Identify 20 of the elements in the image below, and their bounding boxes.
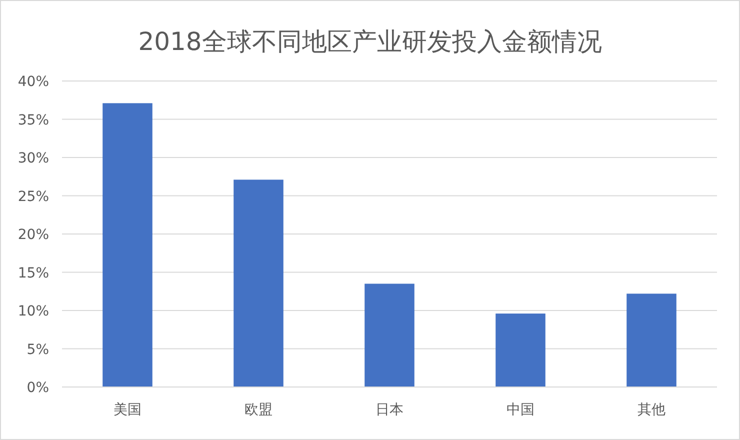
bar	[496, 314, 546, 387]
y-tick-label: 25%	[18, 188, 49, 205]
x-tick-label: 其他	[638, 402, 666, 418]
bar	[364, 284, 414, 387]
bar	[102, 103, 152, 387]
y-tick-label: 5%	[26, 342, 49, 358]
x-tick-label: 美国	[114, 402, 142, 418]
y-tick-label: 30%	[18, 150, 49, 166]
x-tick-label: 日本	[376, 402, 404, 418]
x-tick-label: 欧盟	[244, 402, 272, 418]
y-tick-label: 10%	[18, 304, 49, 320]
bar	[234, 180, 284, 387]
y-tick-label: 20%	[18, 227, 49, 243]
y-tick-label: 40%	[18, 74, 49, 90]
y-tick-label: 15%	[18, 265, 49, 282]
y-tick-label: 0%	[26, 380, 49, 396]
chart-title: 2018全球不同地区产业研发投入金额情况	[138, 27, 602, 56]
y-tick-label: 35%	[18, 112, 49, 128]
x-tick-label: 中国	[506, 402, 534, 418]
bar	[626, 294, 676, 387]
